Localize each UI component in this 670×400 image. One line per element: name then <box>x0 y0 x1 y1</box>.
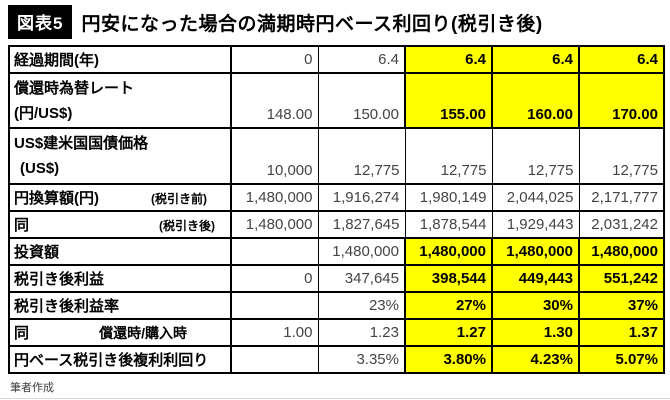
table-cell: 6.4 <box>404 45 493 74</box>
table-row: 円ベース税引き後複利利回り 3.35% 3.80% 4.23% 5.07% <box>8 345 665 374</box>
table-cell: 0 <box>230 45 319 74</box>
table-cell: 1,827,645 <box>317 210 406 239</box>
row-label-aftertax-profit: 税引き後利益 <box>8 264 232 293</box>
table-cell: 1.00 <box>230 318 319 347</box>
table-cell: 1.23 <box>317 318 406 347</box>
table-cell: 155.00 <box>404 72 493 129</box>
table-cell: 1.27 <box>404 318 493 347</box>
table-cell: 23% <box>317 291 406 320</box>
table-cell: 2,031,242 <box>578 210 665 239</box>
table-cell: 10,000 <box>230 127 319 185</box>
table-row: 同 償還時/購入時 1.00 1.23 1.27 1.30 1.37 <box>8 318 665 347</box>
row-label-yen-converted-aftertax: 同 (税引き後) <box>8 210 232 239</box>
row-label-yen-converted-pretax: 円換算額(円) (税引き前) <box>8 183 232 212</box>
table-cell: 160.00 <box>491 72 580 129</box>
table-row: 円換算額(円) (税引き前) 1,480,000 1,916,274 1,980… <box>8 183 665 212</box>
table-row: 税引き後利益 0 347,645 398,544 449,443 551,242 <box>8 264 665 293</box>
table-cell: 1.30 <box>491 318 580 347</box>
row-label-sub: (税引き前) <box>151 192 207 206</box>
table-cell: 1,480,000 <box>404 237 493 266</box>
table-cell: 12,775 <box>404 127 493 185</box>
table-cell: 1,980,149 <box>404 183 493 212</box>
table-row: 同 (税引き後) 1,480,000 1,827,645 1,878,544 1… <box>8 210 665 239</box>
table-cell: 1,480,000 <box>578 237 665 266</box>
table-cell: 6.4 <box>317 45 406 74</box>
table-cell <box>230 237 319 266</box>
table-cell: 30% <box>491 291 580 320</box>
table-cell: 449,443 <box>491 264 580 293</box>
table-row: 償還時為替レート (円/US$) 148.00 150.00 155.00 16… <box>8 72 665 129</box>
table-cell: 1,480,000 <box>230 210 319 239</box>
table-row: US$建米国国債価格 (US$) 10,000 12,775 12,775 12… <box>8 127 665 185</box>
yield-table: 経過期間(年) 0 6.4 6.4 6.4 6.4 償還時為替レート (円/US… <box>8 45 665 374</box>
table-cell: 37% <box>578 291 665 320</box>
bottom-divider <box>0 398 670 399</box>
table-row: 経過期間(年) 0 6.4 6.4 6.4 6.4 <box>8 45 665 74</box>
table-cell: 1,878,544 <box>404 210 493 239</box>
table-cell: 1,916,274 <box>317 183 406 212</box>
row-label-sub: 償還時/購入時 <box>99 325 187 341</box>
table-cell: 170.00 <box>578 72 665 129</box>
table-cell: 2,044,025 <box>491 183 580 212</box>
table-cell: 6.4 <box>578 45 665 74</box>
table-cell: 398,544 <box>404 264 493 293</box>
row-label-investment-amount: 投資額 <box>8 237 232 266</box>
row-label-elapsed-years: 経過期間(年) <box>8 45 232 74</box>
page-title: 円安になった場合の満期時円ベース利回り(税引き後) <box>81 13 543 35</box>
table-cell: 12,775 <box>578 127 665 185</box>
row-label-usd-treasury-price: US$建米国国債価格 (US$) <box>8 127 232 185</box>
table-cell: 1,480,000 <box>317 237 406 266</box>
row-label-yen-aftertax-compound-yield: 円ベース税引き後複利利回り <box>8 345 232 374</box>
row-label-line2: (円/US$) <box>14 104 73 122</box>
row-label-redemption-to-purchase-ratio: 同 償還時/購入時 <box>8 318 232 347</box>
table-cell: 148.00 <box>230 72 319 129</box>
figure-number-badge: 図表5 <box>8 5 73 39</box>
table-cell: 2,171,777 <box>578 183 665 212</box>
table-cell: 1,480,000 <box>491 237 580 266</box>
table-cell: 12,775 <box>491 127 580 185</box>
row-label-main: 同 <box>14 325 30 342</box>
row-label-main: 円換算額(円) <box>14 190 99 207</box>
table-cell: 150.00 <box>317 72 406 129</box>
table-cell: 1.37 <box>578 318 665 347</box>
table-cell: 3.35% <box>317 345 406 374</box>
table-row: 税引き後利益率 23% 27% 30% 37% <box>8 291 665 320</box>
table-cell: 6.4 <box>491 45 580 74</box>
table-cell: 4.23% <box>491 345 580 374</box>
row-label-line1: 償還時為替レート <box>14 79 135 97</box>
table-row: 投資額 1,480,000 1,480,000 1,480,000 1,480,… <box>8 237 665 266</box>
table-cell: 27% <box>404 291 493 320</box>
table-cell: 5.07% <box>578 345 665 374</box>
row-label-line1: US$建米国国債価格 <box>14 135 149 152</box>
author-credit: 筆者作成 <box>10 382 54 394</box>
table-cell: 347,645 <box>317 264 406 293</box>
row-label-redemption-fx-rate: 償還時為替レート (円/US$) <box>8 72 232 129</box>
table-cell <box>230 345 319 374</box>
table-cell: 1,929,443 <box>491 210 580 239</box>
table-cell: 551,242 <box>578 264 665 293</box>
row-label-aftertax-profit-rate: 税引き後利益率 <box>8 291 232 320</box>
table-cell: 3.80% <box>404 345 493 374</box>
table-cell <box>230 291 319 320</box>
row-label-sub: (税引き後) <box>159 219 215 233</box>
table-cell: 0 <box>230 264 319 293</box>
row-label-line2: (US$) <box>20 160 60 177</box>
table-cell: 1,480,000 <box>230 183 319 212</box>
row-label-main: 同 <box>14 217 30 234</box>
figure-titlebar: 図表5 円安になった場合の満期時円ベース利回り(税引き後) <box>8 5 543 39</box>
table-cell: 12,775 <box>317 127 406 185</box>
